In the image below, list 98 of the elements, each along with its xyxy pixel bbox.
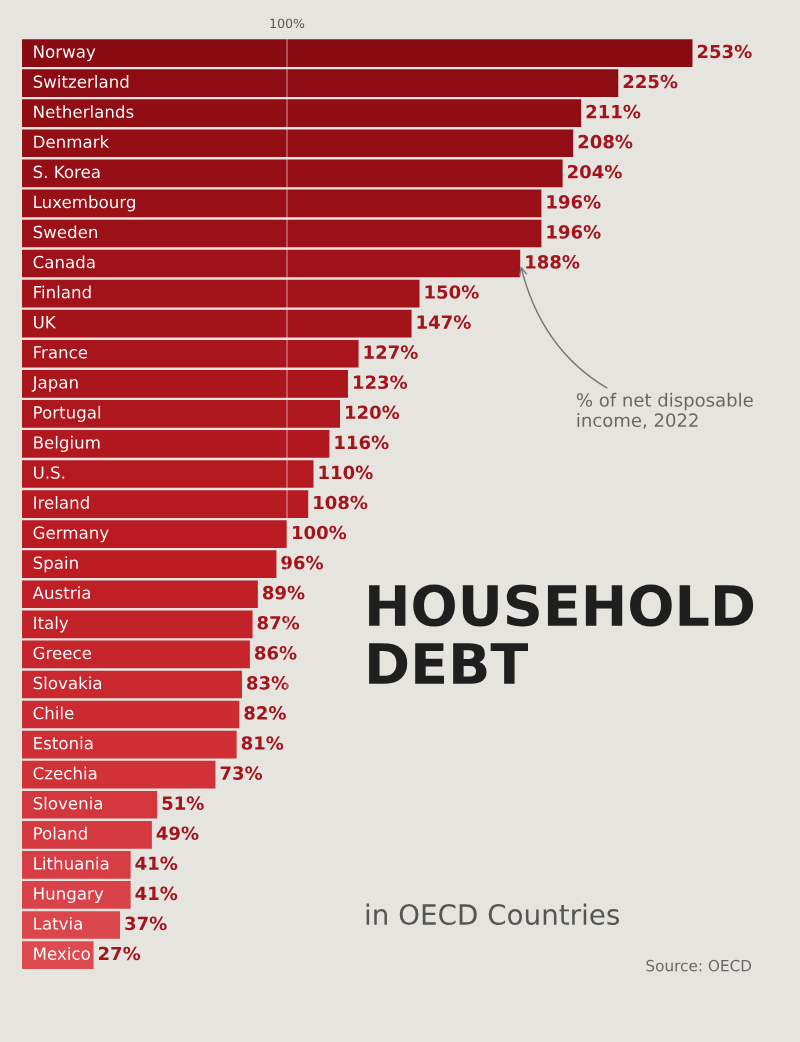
y-tick-label: Sweden [33, 225, 98, 239]
bar [22, 159, 563, 188]
text: in OECD Countries [366, 903, 620, 926]
y-tick-label: Belgium [34, 435, 100, 452]
y-tick-label: Ireland [34, 496, 89, 509]
bar [22, 279, 420, 308]
bar [22, 881, 131, 909]
data-label: 208% [578, 134, 633, 149]
data-label: 147% [417, 315, 471, 329]
y-tick-label: Italy [34, 616, 69, 633]
data-label: 253% [697, 44, 752, 59]
bar [22, 219, 542, 248]
y-tick-label: Netherlands [34, 105, 134, 119]
y-tick-label: Luxembourg [34, 195, 135, 212]
bar [22, 490, 309, 518]
data-label: 150% [425, 285, 479, 299]
text: HOUSEHOLD DEBT [369, 584, 754, 684]
data-label: 108% [314, 495, 368, 510]
data-label: 27% [98, 946, 141, 961]
bar [22, 640, 250, 669]
y-tick-label: Switzerland [33, 75, 129, 88]
bar [22, 309, 412, 338]
y-tick-label: Lithuania [34, 856, 109, 870]
data-label: 86% [254, 645, 297, 660]
bar [22, 520, 288, 548]
data-label: 123% [353, 375, 408, 390]
bar [22, 430, 330, 458]
data-label: 204% [568, 164, 622, 179]
ref-line-label: 100% [270, 18, 305, 29]
bar [22, 129, 574, 158]
data-label: 100% [293, 525, 347, 540]
y-tick-label: Germany [33, 526, 109, 543]
y-tick-label: Slovakia [33, 676, 102, 690]
annotation: % of net disposable income, 2022 [576, 392, 753, 429]
data-label: 188% [526, 255, 580, 269]
y-tick-label: France [34, 346, 88, 359]
bar [22, 249, 521, 278]
data-label: 41% [135, 856, 178, 871]
bar [22, 400, 341, 428]
annotation: Source: OECD [646, 959, 752, 972]
y-tick-label: Latvia [34, 916, 82, 930]
bar [22, 369, 348, 398]
y-tick-label: UK [34, 316, 57, 329]
data-label: 127% [364, 345, 418, 359]
data-label: 89% [262, 585, 305, 600]
data-label: 225% [623, 74, 678, 89]
bar [22, 189, 542, 218]
data-label: 83% [247, 676, 289, 690]
bar [22, 790, 158, 819]
y-tick-label: Finland [34, 285, 91, 299]
y-tick-label: Poland [34, 826, 87, 840]
bar [22, 610, 253, 639]
y-tick-label: U.S. [34, 466, 65, 479]
data-label: 73% [220, 766, 263, 780]
y-tick-label: Austria [32, 586, 90, 600]
y-tick-label: Czechia [33, 766, 97, 780]
y-tick-label: Spain [33, 556, 78, 573]
data-label: 81% [241, 736, 284, 750]
y-tick-label: Chile [33, 706, 74, 720]
data-label: 37% [125, 916, 167, 931]
bar [22, 39, 693, 67]
data-label: 211% [586, 104, 641, 119]
data-label: 96% [281, 555, 324, 570]
data-label: 87% [257, 615, 300, 630]
y-tick-label: S. Korea [33, 165, 100, 179]
bar [22, 760, 216, 789]
y-tick-label: Slovenia [33, 796, 103, 810]
data-label: 82% [244, 706, 286, 720]
y-tick-label: Canada [33, 255, 95, 269]
data-label: 196% [547, 225, 601, 239]
data-label: 49% [156, 826, 199, 841]
data-label: 110% [319, 465, 373, 480]
bar [22, 69, 619, 97]
bar [22, 730, 237, 759]
bar [22, 851, 131, 879]
bar [22, 550, 277, 579]
bar [22, 911, 121, 939]
data-label: 120% [346, 405, 400, 420]
y-tick-label: Japan [31, 376, 78, 392]
y-tick-label: Greece [33, 646, 92, 660]
bar [22, 99, 582, 128]
data-label: 41% [135, 886, 178, 901]
y-tick-label: Mexico [34, 947, 90, 960]
bar [22, 941, 94, 969]
data-label: 51% [162, 796, 204, 810]
bar [22, 580, 258, 609]
y-tick-label: Norway [34, 45, 96, 62]
bar [22, 339, 359, 368]
y-tick-label: Portugal [34, 405, 101, 422]
data-label: 196% [547, 194, 601, 209]
data-label: 116% [335, 435, 389, 450]
bar [22, 460, 314, 488]
y-tick-label: Estonia [34, 736, 93, 750]
bar [22, 700, 240, 729]
y-tick-label: Denmark [34, 135, 110, 149]
y-tick-label: Hungary [34, 887, 104, 903]
bar [22, 820, 152, 849]
bar [22, 670, 242, 699]
